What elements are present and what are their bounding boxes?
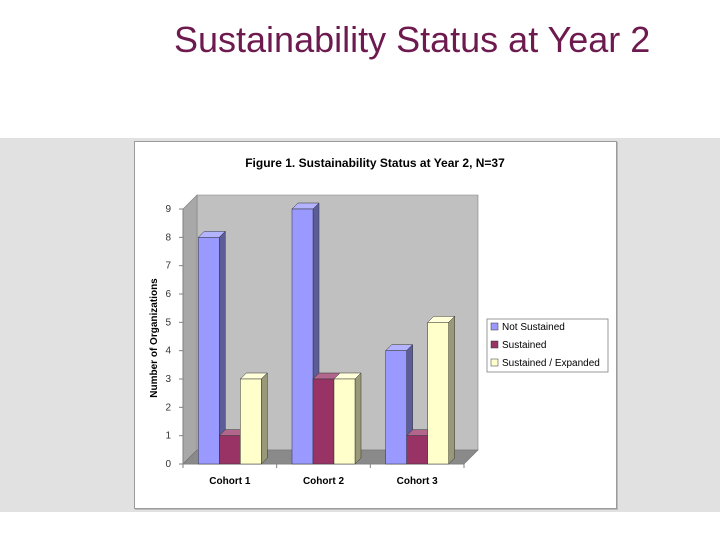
bar-side bbox=[354, 372, 362, 465]
y-tick-label: 4 bbox=[165, 346, 171, 357]
bar bbox=[333, 378, 356, 465]
chart-title: Figure 1. Sustainability Status at Year … bbox=[245, 156, 505, 170]
x-category-label: Cohort 2 bbox=[303, 476, 345, 487]
bar-side bbox=[448, 315, 455, 465]
x-category-label: Cohort 3 bbox=[397, 476, 439, 487]
bar bbox=[198, 237, 220, 465]
chart-frame: Figure 1. Sustainability Status at Year … bbox=[134, 141, 617, 509]
sustainability-bar-chart: Figure 1. Sustainability Status at Year … bbox=[149, 156, 609, 487]
x-category-label: Cohort 1 bbox=[209, 476, 251, 487]
y-tick-label: 2 bbox=[165, 402, 171, 413]
legend-swatch bbox=[490, 340, 499, 349]
y-tick-label: 7 bbox=[165, 261, 171, 272]
y-tick-label: 9 bbox=[165, 204, 171, 215]
bar bbox=[427, 322, 449, 465]
bar-side bbox=[261, 372, 268, 465]
bar bbox=[219, 435, 241, 465]
legend-label: Sustained bbox=[502, 340, 546, 351]
bar bbox=[406, 435, 428, 465]
bar-side bbox=[219, 230, 226, 465]
y-tick-label: 0 bbox=[165, 459, 171, 470]
bar bbox=[385, 350, 407, 465]
y-tick-label: 6 bbox=[165, 289, 171, 300]
plot-area: 0 1 2 3 4 5 6 7 8 9 Cohort 1 Cohort 2 Cohort 3 bbox=[165, 194, 479, 487]
bar bbox=[312, 378, 335, 465]
y-tick-label: 5 bbox=[165, 317, 171, 328]
legend-swatch bbox=[490, 322, 499, 331]
slide-title: Sustainability Status at Year 2 bbox=[174, 19, 651, 60]
legend: Not Sustained Sustained Sustained / Expand… bbox=[486, 318, 609, 373]
y-axis-label: Number of Organizations bbox=[149, 278, 160, 398]
legend-swatch bbox=[490, 358, 499, 367]
bar bbox=[291, 208, 314, 465]
legend-box bbox=[486, 318, 609, 373]
plot-side-wall bbox=[182, 194, 198, 465]
y-tick-label: 3 bbox=[165, 374, 171, 385]
y-tick-label: 8 bbox=[165, 232, 171, 243]
legend-label: Sustained / Expanded bbox=[502, 358, 600, 369]
y-tick-label: 1 bbox=[165, 431, 171, 442]
bar bbox=[240, 378, 262, 465]
legend-label: Not Sustained bbox=[502, 322, 565, 333]
